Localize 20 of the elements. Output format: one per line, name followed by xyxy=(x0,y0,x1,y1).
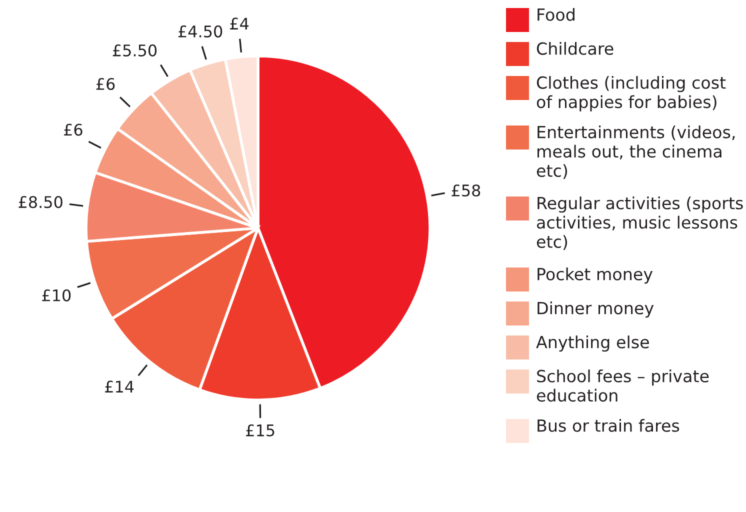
data-label: £6 xyxy=(96,78,115,90)
data-label: £15 xyxy=(246,424,274,436)
data-label: £4 xyxy=(230,18,249,30)
legend-label: Dinner money xyxy=(538,302,654,318)
legend-label: Anything else xyxy=(536,336,649,352)
legend-label: Pocket money xyxy=(538,268,653,284)
legend-label: Clothes (including cost of nappies for babies) xyxy=(536,76,726,112)
legend-label: Regular activities (sports activities, music lessons etc) xyxy=(536,196,743,250)
data-label: £58 xyxy=(452,184,480,197)
legend-label: Bus or train fares xyxy=(538,419,680,432)
data-label: £14 xyxy=(105,380,134,392)
data-label: £5.50 xyxy=(112,44,157,56)
data-label: £6 xyxy=(64,124,82,136)
legend-label: School fees – private education xyxy=(536,370,709,402)
data-label: £8.50 xyxy=(18,196,62,208)
legend-label: Entertainments (videos, meals out, the cinema etc) xyxy=(536,126,735,179)
legend-label: Food xyxy=(538,8,574,21)
data-label: £4.50 xyxy=(178,25,222,38)
legend-label: Childcare xyxy=(536,42,614,55)
data-label: £10 xyxy=(42,289,71,302)
